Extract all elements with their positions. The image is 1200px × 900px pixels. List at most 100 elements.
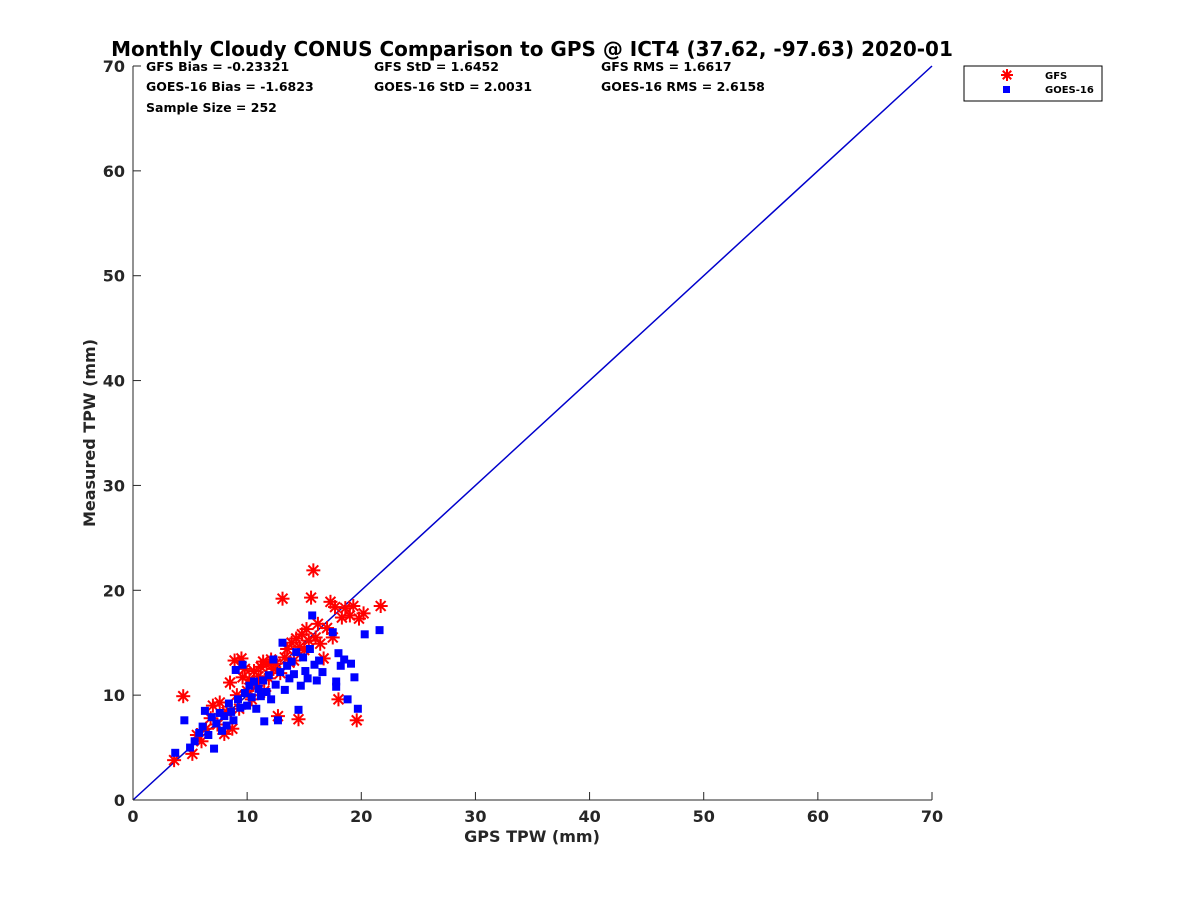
gfs-point [275, 591, 290, 606]
goes-16-point [180, 716, 189, 725]
gfs-point [331, 692, 346, 707]
x-tick-label: 50 [693, 807, 715, 826]
x-tick-label: 60 [807, 807, 829, 826]
gfs-point [373, 599, 388, 614]
goes-16-point [280, 685, 289, 694]
goes-16-point [256, 692, 265, 701]
y-tick-label: 20 [103, 581, 125, 600]
goes-16-point [347, 659, 356, 668]
stat-goes-rms: GOES-16 RMS = 2.6158 [601, 79, 765, 94]
legend-asterisk [1001, 69, 1013, 81]
goes-16-point [336, 661, 345, 670]
goes-16-point [273, 716, 282, 725]
goes-16-point [292, 648, 301, 657]
goes-16-point [301, 667, 310, 676]
goes-16-point [224, 699, 233, 708]
goes-16-point [171, 748, 180, 757]
goes-16-point [200, 706, 209, 715]
goes-16-point [289, 670, 298, 679]
axes [132, 66, 932, 801]
stat-gfs-bias: GFS Bias = -0.23321 [146, 59, 289, 74]
goes-16-point [247, 693, 256, 702]
gfs-point [328, 600, 343, 615]
goes-16-point [186, 743, 195, 752]
stat-gfs-rms: GFS RMS = 1.6617 [601, 59, 732, 74]
stat-gfs-std: GFS StD = 1.6452 [374, 59, 499, 74]
gfs-point [212, 695, 227, 710]
goes-16-point [296, 681, 305, 690]
legend-gfs-label: GFS [1045, 71, 1067, 82]
goes-16-point [269, 655, 278, 664]
goes-16-point [328, 628, 337, 637]
y-tick-label: 0 [114, 791, 125, 810]
goes-16-point [287, 657, 296, 666]
goes-16-point [294, 705, 303, 714]
goes-16-point [212, 719, 221, 728]
goes-16-point [310, 660, 319, 669]
goes-16-point [305, 645, 314, 654]
goes-16-point [222, 721, 231, 730]
stat-goes-std: GOES-16 StD = 2.0031 [374, 79, 532, 94]
goes-16-point [220, 712, 229, 721]
x-tick-label: 30 [464, 807, 486, 826]
gfs-point [346, 599, 361, 614]
goes-16-point [210, 744, 219, 753]
goes-16-point [254, 684, 263, 693]
goes-16-point [271, 680, 280, 689]
gfs-point [176, 689, 191, 704]
y-tick-label: 10 [103, 686, 125, 705]
goes-16-point [245, 681, 254, 690]
goes-16-point [234, 695, 243, 704]
x-tick-label: 40 [578, 807, 600, 826]
goes-16-point [360, 630, 369, 639]
goes-16-point [252, 704, 261, 713]
goes-16-point [190, 737, 199, 746]
goes-16-point [299, 653, 308, 662]
goes-16-point [350, 673, 359, 682]
goes-16-point [262, 687, 271, 696]
goes-16-point [308, 611, 317, 620]
goes-16-point [195, 728, 204, 737]
tick-group: 0 10 20 30 40 50 60 70 0 10 20 30 40 50 60 70 [103, 57, 943, 826]
goes-16-point [204, 730, 213, 739]
gfs-point [304, 590, 319, 605]
gfs-point [306, 563, 321, 578]
gfs-point [223, 675, 238, 690]
goes-16-point [332, 677, 341, 686]
legend-box [963, 65, 1103, 102]
goes-16-point [215, 708, 224, 717]
gfs-point [313, 636, 328, 651]
goes-16-point [340, 655, 349, 664]
goes-16-point [353, 704, 362, 713]
goes-16-point [238, 660, 247, 669]
goes-16-point [229, 716, 238, 725]
y-axis-label: Measured TPW (mm) [80, 339, 99, 527]
y-tick-label: 60 [103, 162, 125, 181]
goes-16-point [315, 656, 324, 665]
goes-16-point [318, 668, 327, 677]
goes-16-point [240, 689, 249, 698]
goes-16-point [375, 626, 384, 635]
legend-gfs-marker [1001, 69, 1013, 81]
gfs-point [299, 622, 314, 637]
goes-16-point [334, 649, 343, 658]
goes-16-point [243, 701, 252, 710]
x-tick-label: 10 [236, 807, 258, 826]
gfs-point [235, 670, 250, 685]
legend: GFS GOES-16 [963, 65, 1103, 102]
stat-sample-size: Sample Size = 252 [146, 100, 277, 115]
x-tick-label: 70 [921, 807, 943, 826]
goes-16-point [227, 707, 236, 716]
goes-16-point [332, 682, 341, 691]
legend-goes-label: GOES-16 [1045, 85, 1094, 96]
goes-16-point [218, 726, 227, 735]
gfs-point [356, 606, 371, 621]
legend-goes-marker [1003, 86, 1010, 93]
x-axis-label: GPS TPW (mm) [464, 827, 600, 846]
y-tick-label: 50 [103, 267, 125, 286]
goes-16-point [249, 677, 258, 686]
goes-16-point [260, 717, 269, 726]
goes-16-point [285, 674, 294, 683]
y-tick-label: 70 [103, 57, 125, 76]
goes-16-point [231, 665, 240, 674]
